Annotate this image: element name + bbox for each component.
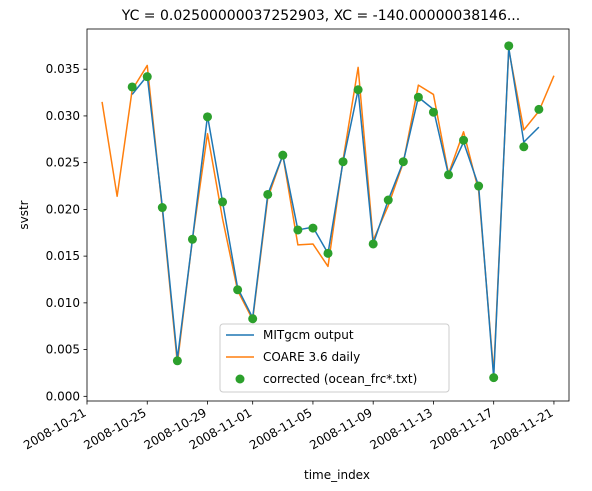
data-point-corrected [504, 41, 514, 51]
plot-area [86, 28, 570, 402]
x-axis: 2008-10-212008-10-252008-10-292008-11-01… [21, 401, 555, 452]
data-point-corrected [444, 170, 453, 180]
legend-label-mitgcm: MITgcm output [263, 328, 354, 342]
data-point-corrected [489, 373, 499, 383]
data-point-corrected [263, 189, 273, 199]
y-tick-label: 0.025 [46, 156, 80, 170]
x-tick-label: 2008-11-09 [307, 405, 374, 452]
data-point-corrected [413, 92, 423, 102]
data-point-corrected [428, 107, 438, 117]
data-point-corrected [142, 72, 152, 82]
data-point-corrected [233, 285, 243, 295]
x-axis-label: time_index [304, 468, 370, 482]
data-point-corrected [519, 142, 529, 152]
data-point-corrected [218, 197, 228, 207]
legend-label-corrected: corrected (ocean_frc*.txt) [263, 372, 417, 386]
x-tick-label: 2008-11-13 [368, 405, 435, 452]
data-point-corrected [534, 104, 544, 114]
data-point-corrected [127, 82, 137, 92]
y-tick-label: 0.030 [46, 109, 80, 123]
data-point-corrected [203, 112, 212, 122]
y-tick-label: 0.000 [46, 389, 80, 403]
x-tick-label: 2008-10-25 [81, 405, 148, 452]
series-line-mitgcm [131, 46, 540, 379]
legend: MITgcm output COARE 3.6 daily corrected … [219, 323, 450, 393]
data-point-corrected [157, 203, 167, 213]
series-layer [101, 41, 555, 383]
legend-label-coare: COARE 3.6 daily [263, 350, 360, 364]
data-point-corrected [368, 239, 378, 249]
legend-box [219, 323, 450, 393]
y-tick-label: 0.005 [46, 343, 80, 357]
data-point-corrected [338, 157, 348, 167]
y-axis: 0.000 0.005 0.010 0.015 0.020 0.025 0.030 0.035 [46, 62, 87, 403]
data-point-corrected [278, 150, 288, 160]
data-point-corrected [398, 157, 408, 167]
y-tick-label: 0.010 [46, 296, 80, 310]
x-tick-label: 2008-11-21 [488, 405, 555, 452]
legend-swatch-corrected [235, 374, 245, 384]
y-tick-label: 0.035 [46, 62, 80, 76]
data-point-corrected [323, 248, 333, 258]
data-point-corrected [248, 314, 258, 324]
data-point-corrected [293, 225, 303, 235]
y-axis-label: svstr [17, 200, 31, 229]
x-tick-label: 2008-11-17 [428, 405, 495, 452]
x-tick-label: 2008-11-05 [247, 405, 314, 452]
data-point-corrected [353, 85, 363, 95]
chart-title: YC = 0.02500000037252903, XC = -140.0000… [121, 8, 520, 24]
data-point-corrected [308, 223, 318, 233]
x-tick-label: 2008-10-21 [21, 405, 88, 452]
data-point-corrected [459, 135, 469, 145]
y-tick-label: 0.015 [46, 249, 80, 263]
y-tick-label: 0.020 [46, 202, 80, 216]
data-point-corrected [187, 234, 197, 244]
data-point-corrected [383, 195, 393, 205]
data-point-corrected [474, 181, 484, 191]
data-point-corrected [172, 356, 182, 366]
